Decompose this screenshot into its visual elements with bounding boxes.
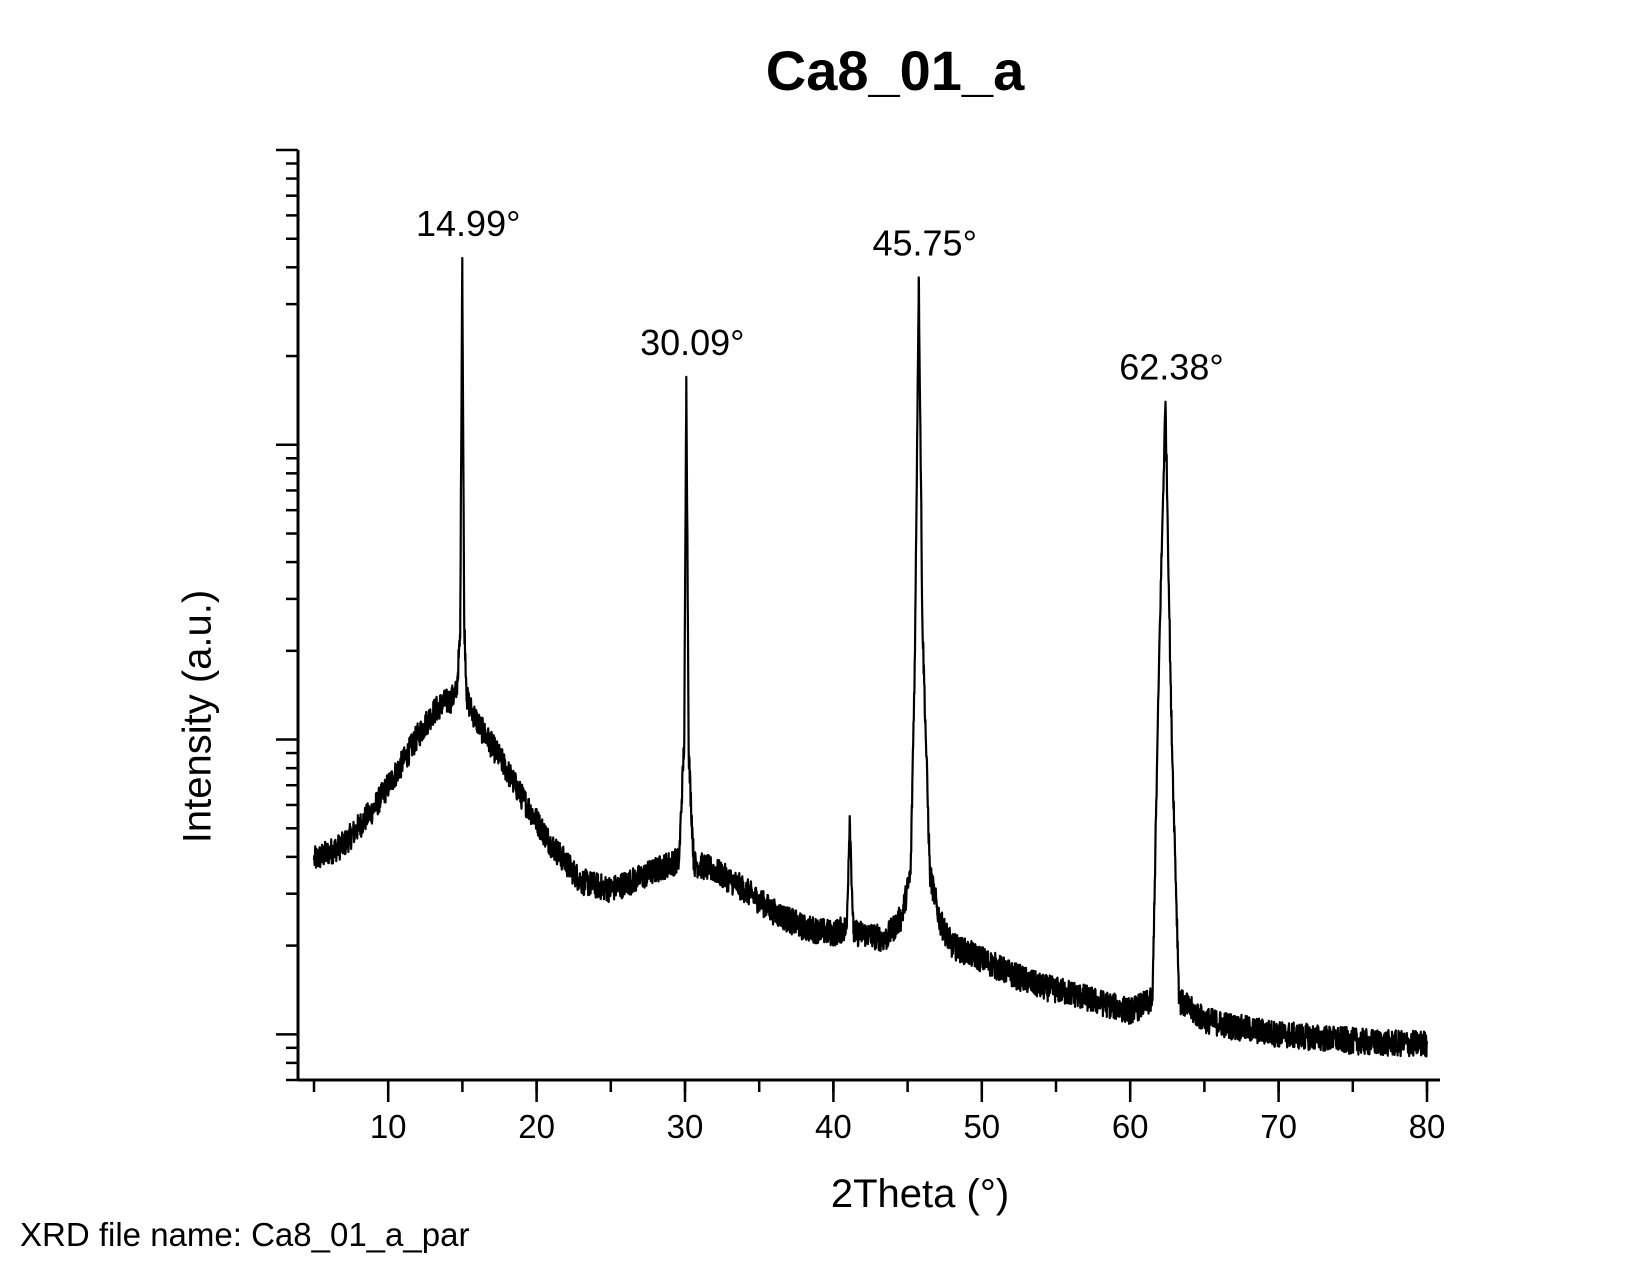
peak-label: 45.75° bbox=[872, 222, 976, 263]
x-tick-label: 20 bbox=[518, 1108, 555, 1145]
chart-title: Ca8_01_a bbox=[765, 39, 1025, 102]
x-tick-label: 40 bbox=[815, 1108, 852, 1145]
x-tick-label: 70 bbox=[1260, 1108, 1297, 1145]
x-tick-label: 50 bbox=[963, 1108, 1000, 1145]
peak-label: 30.09° bbox=[640, 322, 744, 363]
peak-label: 62.38° bbox=[1119, 347, 1223, 388]
y-axis-label: Intensity (a.u.) bbox=[175, 589, 220, 844]
x-tick-label: 60 bbox=[1112, 1108, 1149, 1145]
peak-label: 14.99° bbox=[416, 203, 520, 244]
x-tick-label: 30 bbox=[667, 1108, 704, 1145]
x-tick-label: 10 bbox=[370, 1108, 407, 1145]
x-tick-label: 80 bbox=[1409, 1108, 1446, 1145]
xrd-pattern-line bbox=[312, 256, 1429, 1058]
xrd-file-name: XRD file name: Ca8_01_a_par bbox=[20, 1216, 470, 1253]
x-axis-label: 2Theta (°) bbox=[830, 1172, 1010, 1216]
